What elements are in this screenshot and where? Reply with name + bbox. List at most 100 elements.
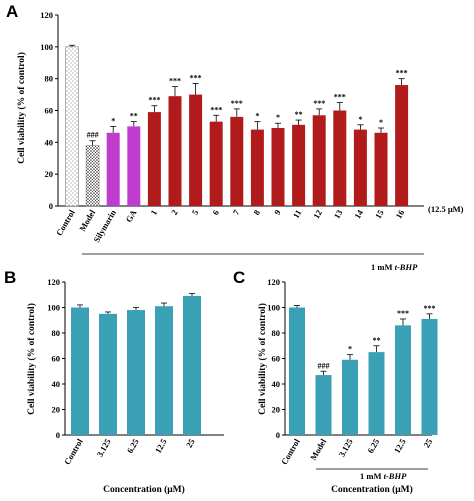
panel-a-bar [127, 126, 141, 206]
panel-letter-c: C [233, 268, 245, 287]
panel-c-significance-label: ### [318, 361, 330, 370]
panel-a-significance-label: * [276, 113, 280, 122]
panel-a-category-label: 6 [210, 208, 221, 217]
panel-a-significance-label: *** [396, 69, 408, 78]
panel-c-bar [421, 318, 438, 435]
panel-b-y-axis-title: Cell viability (% of control) [26, 303, 37, 415]
panel-a-significance-label: *** [190, 73, 202, 82]
panel-c-y-tick-label: 20 [272, 405, 281, 415]
panel-a-category-label: 11 [291, 208, 304, 220]
panel-a-category-label: 9 [272, 208, 283, 217]
panel-c-bar [342, 359, 358, 435]
panel-b-bar [127, 310, 145, 435]
panel-a-bar [271, 128, 285, 206]
panel-b-category-label: 6.25 [125, 437, 141, 455]
chart-panel-b: Cell viability (% of control) 0 20 40 60 80 1… [26, 277, 224, 495]
panel-c-bar [368, 352, 385, 435]
panel-a-significance-label: ** [295, 110, 303, 119]
panel-c-significance-label: * [348, 345, 352, 354]
panel-c-category-label: 3.125 [337, 437, 355, 459]
panel-a-significance-label: * [358, 115, 362, 124]
panel-b-bar [183, 296, 201, 435]
panel-b-bar [99, 313, 117, 435]
panel-c-y-tick-label: 80 [272, 328, 281, 338]
panel-a-y-tick-label: 0 [49, 201, 53, 211]
panel-a-y-tick-label: 100 [40, 42, 53, 52]
panel-letter-b: B [4, 268, 16, 287]
panel-a-category-label: 5 [190, 208, 201, 217]
panel-a-bar [395, 85, 409, 206]
panel-c-category-label: Model [308, 436, 329, 462]
panel-b-y-tick-label: 120 [47, 277, 60, 287]
panel-c-significance-label: *** [424, 304, 436, 313]
panel-b-y-tick-label: 40 [52, 379, 61, 389]
panel-a-bar [374, 132, 388, 206]
panel-a-significance-label: ** [130, 112, 138, 121]
panel-a-significance-label: * [255, 112, 259, 121]
panel-a-bar [333, 110, 347, 206]
panel-a-y-axis-title: Cell viability (% of control) [16, 52, 27, 164]
panel-b-x-axis-title: Concentration (μM) [103, 484, 185, 495]
panel-a-treatment-label: 1 mM t-BHP [371, 262, 418, 272]
panel-a-category-label: 16 [393, 208, 406, 220]
panel-a-treatment-prefix: 1 mM [371, 262, 395, 272]
panel-a-significance-label: *** [334, 93, 346, 102]
panel-c-category-label: Control [279, 436, 302, 466]
panel-a-bar [106, 132, 120, 206]
panel-a-significance-label: *** [231, 99, 243, 108]
panel-c-significance-label: ** [373, 336, 381, 345]
panel-a-y-tick-label: 60 [45, 106, 54, 116]
panel-c-y-tick-label: 0 [276, 430, 280, 440]
panel-a-significance-label: * [379, 118, 383, 127]
panel-b-bar [71, 307, 89, 435]
panel-b-bar [155, 306, 173, 435]
panel-a-bar [85, 145, 100, 207]
panel-a-category-label: 2 [169, 208, 180, 217]
panel-a-bar [168, 96, 182, 206]
panel-c-category-label: 6.25 [365, 437, 381, 455]
panel-c-treatment-agent: t-BHP [384, 471, 407, 481]
panel-c-bars: Control ### Model * 3.125 ** 6.25 *** 12.5 *** 25 [279, 304, 438, 466]
panel-a-bar [312, 115, 326, 206]
panel-a-category-label: Control [54, 207, 77, 237]
panel-b-y-tick-label: 20 [52, 405, 61, 415]
panel-b-category-label: 25 [184, 437, 197, 449]
panel-a-bar [147, 112, 161, 206]
panel-letter-a: A [6, 2, 18, 21]
panel-a-significance-label: *** [210, 105, 222, 114]
panel-a-category-label: 15 [373, 208, 386, 220]
panel-c-category-label: 12.5 [392, 437, 408, 455]
panel-a-treatment-agent: t-BHP [395, 262, 418, 272]
panel-c-y-tick-label: 120 [267, 277, 280, 287]
panel-a-category-label: Model [77, 207, 98, 233]
panel-b-category-label: Control [62, 436, 85, 466]
panel-c-y-tick-label: 100 [267, 303, 280, 313]
panel-c-treatment-label: 1 mM t-BHP [360, 471, 407, 481]
panel-b-y-tick-label: 0 [56, 430, 60, 440]
panel-b-y-tick-label: 80 [52, 328, 61, 338]
panel-b-category-label: 3.125 [95, 437, 113, 459]
panel-c-y-tick-label: 40 [272, 379, 281, 389]
panel-a-bar [230, 116, 244, 206]
panel-a-category-label: GA [123, 207, 138, 224]
panel-c-bar [315, 375, 332, 435]
panel-a-category-label: 8 [251, 208, 262, 217]
panel-b-category-label: 12.5 [153, 437, 169, 455]
panel-c-significance-label: *** [397, 309, 409, 318]
panel-a-significance-label: * [111, 116, 115, 125]
panel-a-bar [65, 46, 79, 207]
panel-a-category-label: 1 [148, 208, 159, 217]
panel-b-y-tick-label: 60 [52, 354, 61, 364]
chart-panel-a: Cell viability (% of control) 0 20 40 60 80 1… [16, 10, 464, 272]
panel-a-category-label: 13 [332, 208, 345, 220]
panel-a-significance-label: *** [313, 99, 325, 108]
panel-a-category-label: 7 [231, 207, 242, 216]
panel-b-bars: Control 3.125 6.25 12.5 25 [62, 293, 201, 466]
panel-a-y-tick-label: 40 [45, 137, 54, 147]
panel-a-bar [353, 129, 367, 206]
panel-a-concentration-note: (12.5 μM) [428, 204, 464, 214]
panel-a-y-tick-label: 80 [45, 74, 54, 84]
panel-c-bar [395, 325, 411, 435]
panel-c-y-axis-title: Cell viability (% of control) [257, 303, 268, 415]
